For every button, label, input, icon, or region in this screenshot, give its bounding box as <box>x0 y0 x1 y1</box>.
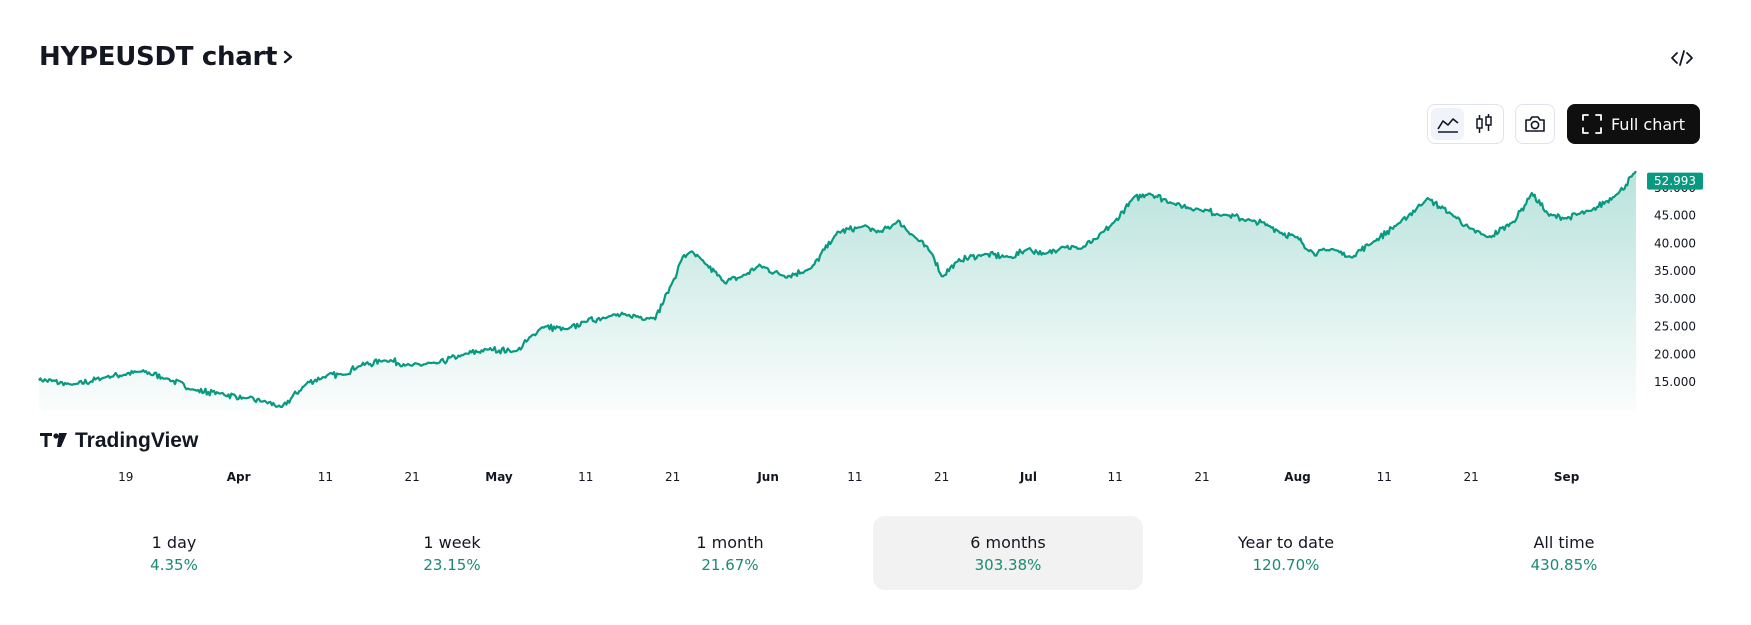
period-label: Year to date <box>1237 532 1335 552</box>
y-tick-label: 30.000 <box>1654 292 1696 306</box>
period-change: 120.70% <box>1252 555 1320 574</box>
x-tick-label: 11 <box>578 470 593 484</box>
x-tick-label: 21 <box>665 470 680 484</box>
period-1-month[interactable]: 1 month 21.67% <box>595 516 865 590</box>
y-axis: 50.00045.00040.00035.00030.00025.00020.0… <box>1654 181 1696 389</box>
fullscreen-icon <box>1582 114 1602 134</box>
x-tick-label: Sep <box>1554 470 1580 484</box>
full-chart-label: Full chart <box>1610 114 1686 134</box>
period-change: 4.35% <box>150 555 198 574</box>
x-tick-label: 21 <box>934 470 949 484</box>
period-all-time[interactable]: All time 430.85% <box>1429 516 1699 590</box>
tradingview-logo <box>40 433 67 447</box>
candlestick-icon <box>1475 114 1492 133</box>
period-change: 430.85% <box>1530 555 1598 574</box>
x-tick-label: May <box>485 470 513 484</box>
watermark-text: TradingView <box>75 429 199 452</box>
x-tick-label: Jun <box>756 470 779 484</box>
x-tick-label: 21 <box>1463 470 1478 484</box>
chart-title: HYPEUSDT chart <box>39 42 278 72</box>
candlestick-chart-button[interactable] <box>1467 108 1500 140</box>
last-price-badge-bg <box>1647 172 1703 190</box>
period-1-day[interactable]: 1 day 4.35% <box>39 516 309 590</box>
x-tick-label: 19 <box>118 470 133 484</box>
full-chart-button[interactable]: Full chart <box>1567 104 1700 144</box>
chevron-right-icon <box>283 50 293 64</box>
period-label: 1 week <box>423 532 481 552</box>
camera-icon <box>1525 116 1545 132</box>
period-label: 6 months <box>970 532 1046 552</box>
period-change: 23.15% <box>423 555 481 574</box>
x-tick-label: 11 <box>1377 470 1392 484</box>
y-tick-label: 25.000 <box>1654 320 1696 334</box>
period-selector: 1 day 4.35% 1 week 23.15% 1 month 21.67%… <box>0 516 1751 590</box>
price-area-fill <box>39 171 1636 410</box>
x-tick-label: 11 <box>318 470 333 484</box>
period-6-months[interactable]: 6 months 303.38% <box>873 516 1143 590</box>
period-1-week[interactable]: 1 week 23.15% <box>317 516 587 590</box>
chart-title-link[interactable]: HYPEUSDT chart <box>39 42 299 72</box>
snapshot-button[interactable] <box>1515 104 1555 144</box>
chart-type-group <box>1427 104 1504 144</box>
embed-code-button[interactable] <box>1668 46 1696 70</box>
period-label: All time <box>1533 532 1595 552</box>
x-tick-label: 11 <box>1108 470 1123 484</box>
period-label: 1 day <box>151 532 197 552</box>
x-tick-label: 11 <box>847 470 862 484</box>
x-tick-label: 21 <box>405 470 420 484</box>
period-label: 1 month <box>696 532 764 552</box>
x-tick-label: 21 <box>1194 470 1209 484</box>
x-axis: 19 Apr 11 21 May 11 21 Jun 11 21 Jul 11 21 Aug 11 21 Sep <box>118 470 1580 484</box>
tradingview-watermark: TradingView <box>40 429 199 452</box>
period-change: 303.38% <box>974 555 1042 574</box>
area-chart-button[interactable] <box>1431 108 1464 140</box>
chart-toolbar: Full chart <box>0 104 1751 144</box>
y-tick-label: 15.000 <box>1654 375 1696 389</box>
x-tick-label: Apr <box>227 470 251 484</box>
last-price-badge: 52.993 <box>1647 172 1703 190</box>
period-change: 21.67% <box>701 555 759 574</box>
y-tick-label: 35.000 <box>1654 264 1696 278</box>
price-chart[interactable]: 50.00045.00040.00035.00030.00025.00020.0… <box>0 160 1751 490</box>
last-price-label: 52.993 <box>1654 174 1696 188</box>
x-tick-label: Aug <box>1284 470 1310 484</box>
code-icon <box>1671 50 1693 66</box>
y-tick-label: 20.000 <box>1654 347 1696 361</box>
area-chart-icon <box>1436 118 1458 133</box>
price-line <box>38 170 1637 408</box>
y-tick-label: 45.000 <box>1654 209 1696 223</box>
period-year-to-date[interactable]: Year to date 120.70% <box>1151 516 1421 590</box>
x-tick-label: Jul <box>1019 470 1037 484</box>
y-tick-label: 40.000 <box>1654 236 1696 250</box>
